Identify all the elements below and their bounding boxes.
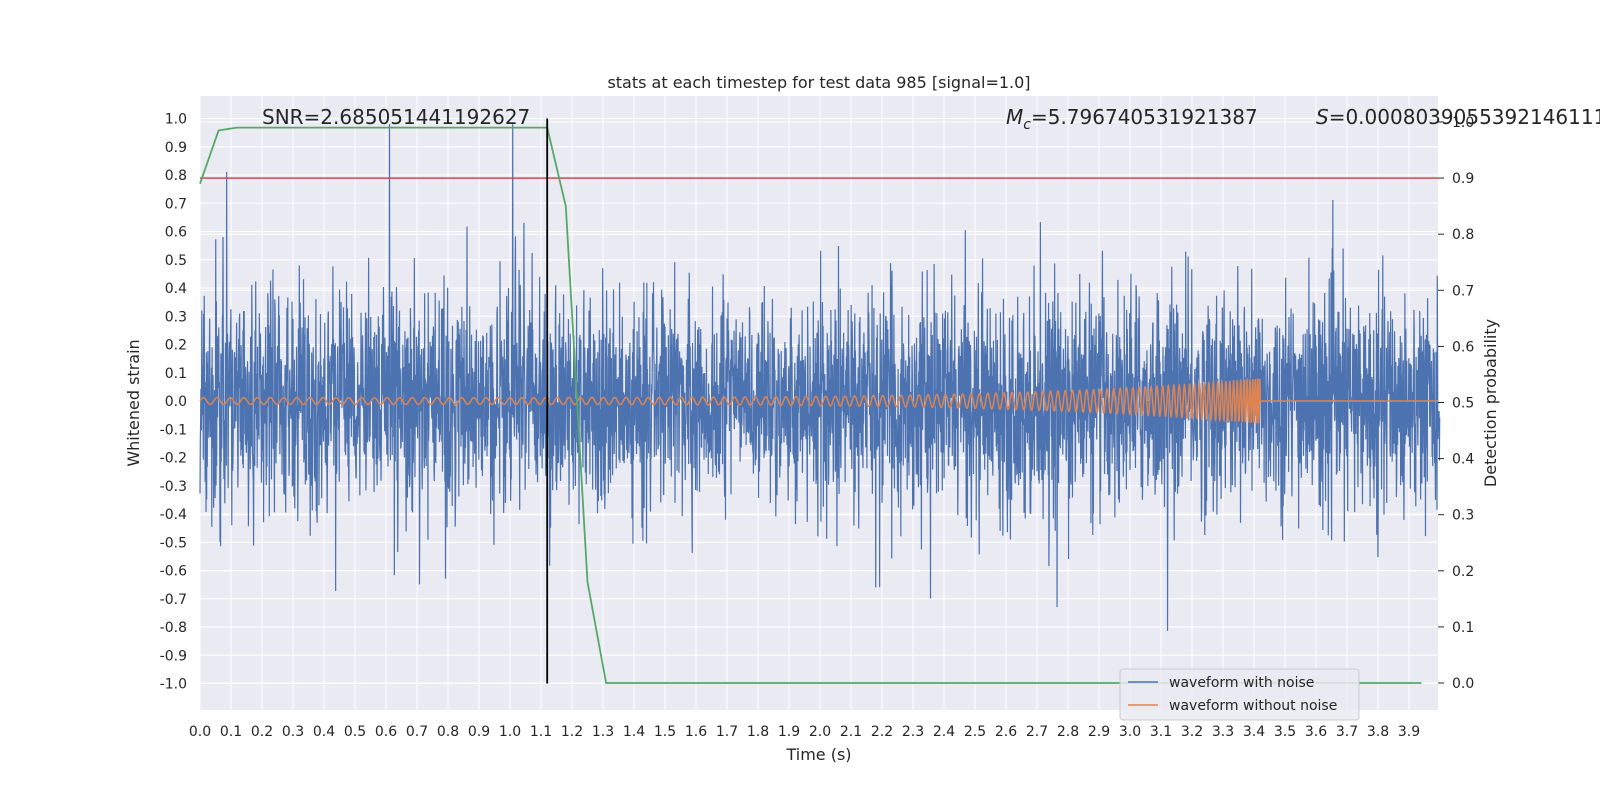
x-tick-label: 2.7 [1026,724,1048,740]
x-tick-label: 3.7 [1336,724,1358,740]
x-tick-label: 3.8 [1367,724,1389,740]
x-tick-label: 2.4 [933,724,955,740]
x-tick-label: 3.4 [1243,724,1265,740]
x-tick-label: 2.3 [902,724,924,740]
snr-annotation: SNR=2.685051441192627 [262,105,530,129]
y-tick-label: 0.6 [165,225,187,241]
x-tick-label: 1.1 [530,724,552,740]
y-tick-label: 0.7 [165,196,187,212]
y-tick-label: 0.3 [165,309,187,325]
y-tick-label: 0.4 [165,281,187,297]
mc-value: =5.796740531921387 [1031,105,1258,129]
s-symbol: S [1316,105,1329,129]
x-tick-label: 0.8 [437,724,459,740]
y2-axis-label: Detection probability [1481,319,1500,487]
x-tick-label: 3.9 [1398,724,1420,740]
x-tick-label: 0.6 [375,724,397,740]
y2-tick-label: 0.6 [1452,339,1474,355]
x-tick-label: 3.1 [1150,724,1172,740]
x-tick-label: 3.0 [1119,724,1141,740]
mc-subscript: c [1023,117,1031,133]
x-tick-label: 0.3 [282,724,304,740]
x-tick-label: 1.8 [747,724,769,740]
y-tick-label: 0.1 [165,366,187,382]
y-tick-label: 0.8 [165,168,187,184]
x-tick-label: 3.6 [1305,724,1327,740]
x-axis-label: Time (s) [785,745,851,764]
y2-tick-label: 0.3 [1452,508,1474,524]
x-tick-label: 1.7 [716,724,738,740]
y-tick-label: -0.1 [160,422,187,438]
mc-annotation: Mc=5.796740531921387 [1006,105,1258,133]
x-tick-label: 2.2 [871,724,893,740]
x-tick-label: 2.1 [840,724,862,740]
y2-tick-label: 0.5 [1452,396,1474,412]
y-tick-label: -0.5 [160,535,187,551]
x-tick-label: 0.1 [220,724,242,740]
y-tick-label: -0.6 [160,564,187,580]
y2-tick-label: 0.7 [1452,283,1474,299]
x-tick-label: 1.2 [561,724,583,740]
y-tick-label: -0.2 [160,451,187,467]
y-tick-label: 0.5 [165,253,187,269]
y-tick-label: -0.4 [160,507,187,523]
x-tick-label: 0.4 [313,724,335,740]
y-tick-label: -0.3 [160,479,187,495]
x-tick-label: 1.4 [623,724,645,740]
series-layer [199,118,1441,684]
x-tick-label: 2.5 [964,724,986,740]
x-tick-label: 1.5 [654,724,676,740]
y2-tick-label: 0.0 [1452,676,1474,692]
x-tick-label: 2.6 [995,724,1017,740]
legend-label-noise: waveform with noise [1169,675,1314,691]
x-tick-label: 0.0 [189,724,211,740]
mc-symbol: M [1006,105,1023,129]
y-axis-ticks: 1.0 0.9 0.8 0.7 0.6 0.5 0.4 0.3 0.2 0.1 0.0 -0.1 -0.… [160,112,187,693]
x-tick-label: 2.9 [1088,724,1110,740]
legend-label-clean: waveform without noise [1169,698,1337,714]
y-tick-label: -0.7 [160,592,187,608]
y-tick-label: 0.2 [165,338,187,354]
x-axis-ticks: 0.0 0.1 0.2 0.3 0.4 0.5 0.6 0.7 0.8 0.9 1.0 1.1 1.2 1… [189,724,1420,740]
x-tick-label: 1.0 [499,724,521,740]
s-value: =0.0008039055392146111 [1329,105,1600,129]
y2-tick-label: 0.8 [1452,227,1474,243]
s-annotation: S=0.0008039055392146111 [1316,105,1600,129]
y2-axis-ticks: 1.0 0.9 0.8 0.7 0.6 0.5 0.4 0.3 0.2 0.1 0.0 [1438,115,1474,692]
y-tick-label: -0.8 [160,620,187,636]
chart-title: stats at each timestep for test data 985… [607,73,1030,92]
y-tick-label: -1.0 [160,677,187,693]
y2-tick-label: 0.9 [1452,171,1474,187]
y-tick-label: 0.9 [165,140,187,156]
y2-tick-label: 0.1 [1452,620,1474,636]
y-axis-label: Whitened strain [124,339,143,466]
x-tick-label: 1.6 [685,724,707,740]
y2-tick-label: 0.2 [1452,564,1474,580]
x-tick-label: 0.9 [468,724,490,740]
x-tick-label: 1.3 [592,724,614,740]
legend: waveform with noise waveform without noi… [1119,668,1360,721]
x-tick-label: 0.7 [406,724,428,740]
x-tick-label: 0.5 [344,724,366,740]
x-tick-label: 3.3 [1212,724,1234,740]
x-tick-label: 3.2 [1181,724,1203,740]
x-tick-label: 1.9 [778,724,800,740]
x-tick-label: 2.0 [809,724,831,740]
y2-tick-label: 0.4 [1452,452,1474,468]
x-tick-label: 0.2 [251,724,273,740]
legend-box [1119,668,1360,721]
x-tick-label: 3.5 [1274,724,1296,740]
y-tick-label: -0.9 [160,648,187,664]
y2-tick-label: 1.0 [1452,115,1474,131]
series-waveform-without-noise [199,377,1438,424]
y-tick-label: 0.0 [165,394,187,410]
x-tick-label: 2.8 [1057,724,1079,740]
y-tick-label: 1.0 [165,112,187,128]
